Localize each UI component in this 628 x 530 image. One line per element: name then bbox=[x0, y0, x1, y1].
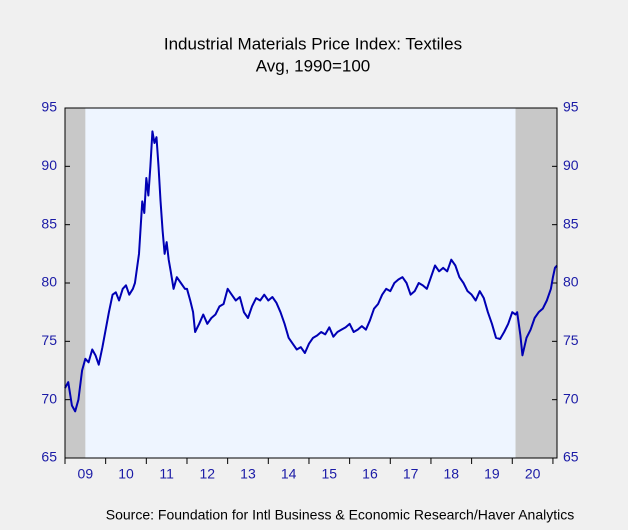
chart-subtitle: Avg, 1990=100 bbox=[256, 56, 371, 75]
x-tick-label: 17 bbox=[403, 466, 419, 482]
recession-band bbox=[65, 108, 86, 458]
data-line bbox=[64, 130, 558, 413]
plot-area bbox=[65, 108, 557, 458]
y-tick-label: 80 bbox=[41, 274, 57, 290]
x-tick-label: 15 bbox=[322, 466, 338, 482]
y2-tick-label: 85 bbox=[563, 215, 579, 231]
y2-tick-label: 65 bbox=[563, 449, 579, 465]
y2-tick-label: 80 bbox=[563, 274, 579, 290]
y-tick-label: 70 bbox=[41, 390, 57, 406]
chart-title: Industrial Materials Price Index: Textil… bbox=[164, 34, 462, 53]
y2-tick-label: 90 bbox=[563, 157, 579, 173]
source: Source: Foundation for Intl Business & E… bbox=[106, 507, 574, 523]
y-tick-label: 85 bbox=[41, 215, 57, 231]
x-tick-label: 16 bbox=[362, 466, 378, 482]
y2-tick-label: 70 bbox=[563, 390, 579, 406]
y-tick-label: 75 bbox=[41, 332, 57, 348]
y-tick-label: 65 bbox=[41, 449, 57, 465]
x-tick-label: 14 bbox=[281, 466, 297, 482]
y-tick-label: 90 bbox=[41, 157, 57, 173]
x-tick-label: 13 bbox=[240, 466, 256, 482]
x-tick-label: 11 bbox=[159, 466, 174, 482]
x-tick-label: 10 bbox=[118, 466, 134, 482]
x-tick-label: 12 bbox=[200, 466, 216, 482]
x-tick-label: 20 bbox=[525, 466, 541, 482]
x-tick-label: 19 bbox=[484, 466, 500, 482]
x-tick-label: 09 bbox=[78, 466, 94, 482]
recession-band bbox=[515, 108, 557, 458]
plot-frame bbox=[64, 107, 558, 459]
y2-tick-label: 75 bbox=[563, 332, 579, 348]
x-tick-label: 18 bbox=[443, 466, 459, 482]
y2-tick-label: 95 bbox=[563, 99, 579, 115]
y-tick-label: 95 bbox=[41, 99, 57, 115]
